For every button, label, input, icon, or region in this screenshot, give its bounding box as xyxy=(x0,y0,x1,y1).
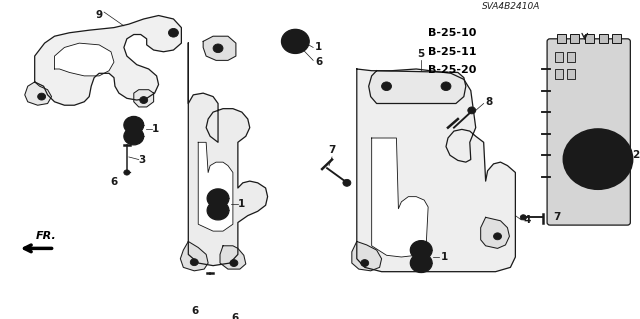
Polygon shape xyxy=(220,246,246,269)
Circle shape xyxy=(225,308,231,313)
Text: 8: 8 xyxy=(486,97,493,107)
Circle shape xyxy=(38,93,45,100)
Text: 6: 6 xyxy=(110,177,118,187)
Circle shape xyxy=(520,215,526,220)
Text: B-25-10: B-25-10 xyxy=(428,28,477,38)
Polygon shape xyxy=(188,43,268,266)
Circle shape xyxy=(207,299,213,304)
Circle shape xyxy=(410,241,432,260)
Text: FR.: FR. xyxy=(36,232,56,241)
Circle shape xyxy=(124,116,144,134)
Polygon shape xyxy=(35,16,181,105)
Text: 6: 6 xyxy=(315,57,323,67)
Circle shape xyxy=(190,259,198,266)
Text: 6: 6 xyxy=(231,313,238,319)
Bar xyxy=(567,69,575,79)
Circle shape xyxy=(343,179,351,186)
Text: 5: 5 xyxy=(417,48,425,59)
Circle shape xyxy=(563,129,633,189)
Polygon shape xyxy=(369,71,466,103)
Text: SVA4B2410A: SVA4B2410A xyxy=(482,2,540,11)
Bar xyxy=(598,34,607,43)
Polygon shape xyxy=(203,36,236,60)
Circle shape xyxy=(207,189,229,208)
Text: 4: 4 xyxy=(524,215,531,225)
Circle shape xyxy=(207,201,229,220)
Polygon shape xyxy=(198,142,233,231)
Polygon shape xyxy=(356,69,515,272)
Text: 1: 1 xyxy=(441,252,448,262)
Bar xyxy=(570,34,579,43)
Circle shape xyxy=(416,259,426,267)
Circle shape xyxy=(381,82,392,91)
Circle shape xyxy=(124,170,130,175)
Text: 1: 1 xyxy=(152,124,159,134)
Text: B-25-11: B-25-11 xyxy=(428,47,477,56)
Circle shape xyxy=(289,35,302,48)
Text: B-25-20: B-25-20 xyxy=(428,65,477,75)
Bar xyxy=(612,34,621,43)
Bar xyxy=(567,52,575,62)
Circle shape xyxy=(576,140,620,178)
Text: 7: 7 xyxy=(553,212,561,222)
Circle shape xyxy=(129,132,139,141)
Text: 3: 3 xyxy=(139,154,146,165)
Circle shape xyxy=(361,260,369,266)
Bar xyxy=(557,34,566,43)
Bar xyxy=(555,52,563,62)
Circle shape xyxy=(282,29,309,54)
Text: 9: 9 xyxy=(95,10,102,20)
Circle shape xyxy=(213,206,223,215)
Circle shape xyxy=(410,254,432,272)
Circle shape xyxy=(213,44,223,53)
Text: 2: 2 xyxy=(632,150,639,160)
Circle shape xyxy=(493,233,502,240)
Polygon shape xyxy=(352,241,381,271)
Text: 1: 1 xyxy=(238,199,245,209)
Text: 6: 6 xyxy=(191,306,199,316)
Bar xyxy=(555,69,563,79)
Polygon shape xyxy=(481,217,509,249)
Polygon shape xyxy=(180,241,208,271)
Circle shape xyxy=(140,97,148,103)
Circle shape xyxy=(213,194,223,203)
Circle shape xyxy=(129,121,139,130)
Circle shape xyxy=(416,246,426,255)
Polygon shape xyxy=(25,82,52,105)
FancyBboxPatch shape xyxy=(547,39,630,225)
Text: 7: 7 xyxy=(328,145,336,155)
Circle shape xyxy=(230,260,238,266)
Polygon shape xyxy=(372,138,428,257)
Circle shape xyxy=(588,151,608,168)
Text: 1: 1 xyxy=(315,42,323,52)
Polygon shape xyxy=(134,90,154,107)
Circle shape xyxy=(441,82,451,91)
Bar xyxy=(585,34,594,43)
Circle shape xyxy=(468,107,476,114)
Polygon shape xyxy=(54,43,114,76)
Circle shape xyxy=(168,28,179,37)
Circle shape xyxy=(124,128,144,145)
